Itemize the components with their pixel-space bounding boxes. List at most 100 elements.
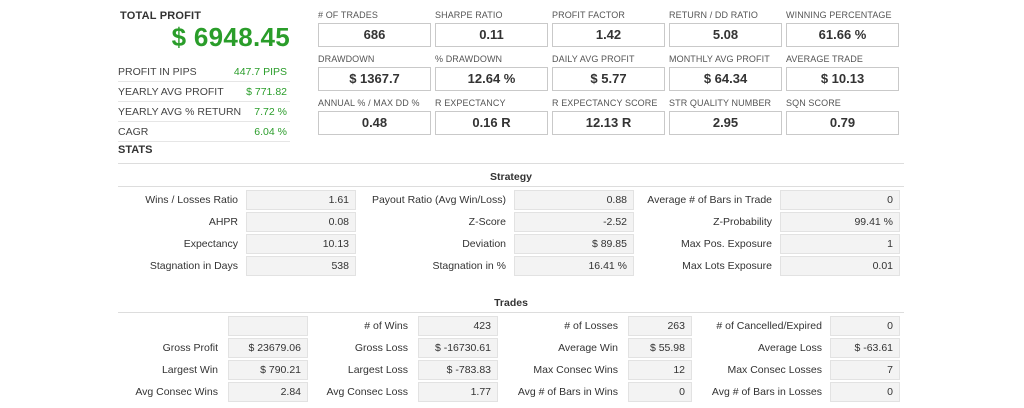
strategy-label: Payout Ratio (Avg Win/Loss) [371, 194, 506, 206]
metric-label: R EXPECTANCY [435, 98, 506, 108]
strategy-value: $ 89.85 [514, 234, 634, 254]
strategy-label: Z-Probability [713, 216, 772, 228]
trades-value: $ -783.83 [418, 360, 498, 380]
strategy-label: Z-Score [468, 216, 506, 228]
trades-value: 0 [830, 316, 900, 336]
metric-label: SQN SCORE [786, 98, 841, 108]
metric-sqn-score: SQN SCORE 0.79 [786, 98, 899, 135]
strategy-label: Deviation [462, 238, 506, 250]
metric-return-dd: RETURN / DD RATIO 5.08 [669, 10, 782, 47]
strategy-label: Wins / Losses Ratio [145, 194, 238, 206]
trades-label: Average Win [558, 342, 618, 354]
metric-label: R EXPECTANCY SCORE [552, 98, 658, 108]
metric-r-expectancy-score: R EXPECTANCY SCORE 12.13 R [552, 98, 665, 135]
metric-value: 0.79 [786, 111, 899, 135]
stats-title: STATS [118, 144, 153, 156]
strategy-title: Strategy [489, 171, 532, 183]
trades-value: 2.84 [228, 382, 308, 402]
trades-value: 0 [628, 382, 692, 402]
metric-profit-factor: PROFIT FACTOR 1.42 [552, 10, 665, 47]
trades-label: Gross Loss [354, 342, 408, 354]
trades-value: $ -16730.61 [418, 338, 498, 358]
trades-value: $ 790.21 [228, 360, 308, 380]
strategy-value: 0.01 [780, 256, 900, 276]
trades-label: Max Consec Wins [533, 364, 618, 376]
stats-divider [118, 163, 904, 164]
strategy-value: 1.61 [246, 190, 356, 210]
metric-value: 61.66 % [786, 23, 899, 47]
strategy-value: 10.13 [246, 234, 356, 254]
strategy-value: 538 [246, 256, 356, 276]
metric-label: ANNUAL % / MAX DD % [318, 98, 420, 108]
trades-value: 423 [418, 316, 498, 336]
strategy-label: Stagnation in % [432, 260, 506, 272]
summary-row-label: PROFIT IN PIPS [118, 66, 197, 78]
metric-drawdown: DRAWDOWN $ 1367.7 [318, 54, 431, 91]
trades-value: 0 [830, 382, 900, 402]
total-profit-label: TOTAL PROFIT [120, 10, 202, 22]
metric-label: RETURN / DD RATIO [669, 10, 759, 20]
metric-label: MONTHLY AVG PROFIT [669, 54, 770, 64]
strategy-value: 0 [780, 190, 900, 210]
strategy-value: 16.41 % [514, 256, 634, 276]
trades-label: Largest Loss [347, 364, 408, 376]
strategy-label: Stagnation in Days [149, 260, 238, 272]
metric-label: DRAWDOWN [318, 54, 375, 64]
metric-value: $ 10.13 [786, 67, 899, 91]
metric-value: 5.08 [669, 23, 782, 47]
metric-value: 0.11 [435, 23, 548, 47]
metric-monthly-avg: MONTHLY AVG PROFIT $ 64.34 [669, 54, 782, 91]
metric-value: 2.95 [669, 111, 782, 135]
strategy-label: Max Lots Exposure [682, 260, 772, 272]
trades-value: 7 [830, 360, 900, 380]
metric-average-trade: AVERAGE TRADE $ 10.13 [786, 54, 899, 91]
summary-row-label: YEARLY AVG % RETURN [118, 106, 242, 118]
metric-str-quality: STR QUALITY NUMBER 2.95 [669, 98, 782, 135]
trades-label: Avg Consec Wins [135, 386, 218, 398]
metric-label: # OF TRADES [318, 10, 378, 20]
trades-label: Avg # of Bars in Wins [517, 386, 618, 398]
summary-row-yearly-return: YEARLY AVG % RETURN 7.72 % [118, 102, 290, 122]
trades-label: Average Loss [757, 342, 822, 354]
summary-row-label: YEARLY AVG PROFIT [118, 86, 224, 98]
trades-label [118, 316, 218, 336]
strategy-label: AHPR [208, 216, 238, 228]
strategy-label: Expectancy [183, 238, 238, 250]
strategy-value: 0.08 [246, 212, 356, 232]
summary-row-pips: PROFIT IN PIPS 447.7 PIPS [118, 62, 290, 82]
metric-r-expectancy: R EXPECTANCY 0.16 R [435, 98, 548, 135]
metric-value: $ 1367.7 [318, 67, 431, 91]
strategy-label: Max Pos. Exposure [680, 238, 772, 250]
trades-label: Avg # of Bars in Losses [711, 386, 822, 398]
trades-value: $ 23679.06 [228, 338, 308, 358]
metric-label: SHARPE RATIO [435, 10, 503, 20]
metric-sharpe: SHARPE RATIO 0.11 [435, 10, 548, 47]
trades-label: Avg Consec Loss [326, 386, 408, 398]
metric-label: AVERAGE TRADE [786, 54, 863, 64]
trades-value: $ 55.98 [628, 338, 692, 358]
trades-label: Gross Profit [162, 342, 218, 354]
trades-label: # of Wins [364, 320, 408, 332]
metric-value: 686 [318, 23, 431, 47]
total-profit-value: $ 6948.45 [171, 22, 290, 52]
trades-label: # of Losses [564, 320, 618, 332]
strategy-value: 99.41 % [780, 212, 900, 232]
metric-label: PROFIT FACTOR [552, 10, 625, 20]
metric-label: DAILY AVG PROFIT [552, 54, 635, 64]
metric-trades: # OF TRADES 686 [318, 10, 431, 47]
metric-label: STR QUALITY NUMBER [669, 98, 772, 108]
metric-value: 12.64 % [435, 67, 548, 91]
metric-label: % DRAWDOWN [435, 54, 503, 64]
strategy-value: 0.88 [514, 190, 634, 210]
metric-value: 12.13 R [552, 111, 665, 135]
metric-value: 0.16 R [435, 111, 548, 135]
strategy-value: 1 [780, 234, 900, 254]
trades-value: $ -63.61 [830, 338, 900, 358]
metric-label: WINNING PERCENTAGE [786, 10, 892, 20]
summary-row-value: 447.7 PIPS [233, 66, 287, 78]
summary-row-value: 6.04 % [254, 126, 287, 138]
trades-value [228, 316, 308, 336]
trades-value: 12 [628, 360, 692, 380]
metric-daily-avg: DAILY AVG PROFIT $ 5.77 [552, 54, 665, 91]
trades-value: 1.77 [418, 382, 498, 402]
